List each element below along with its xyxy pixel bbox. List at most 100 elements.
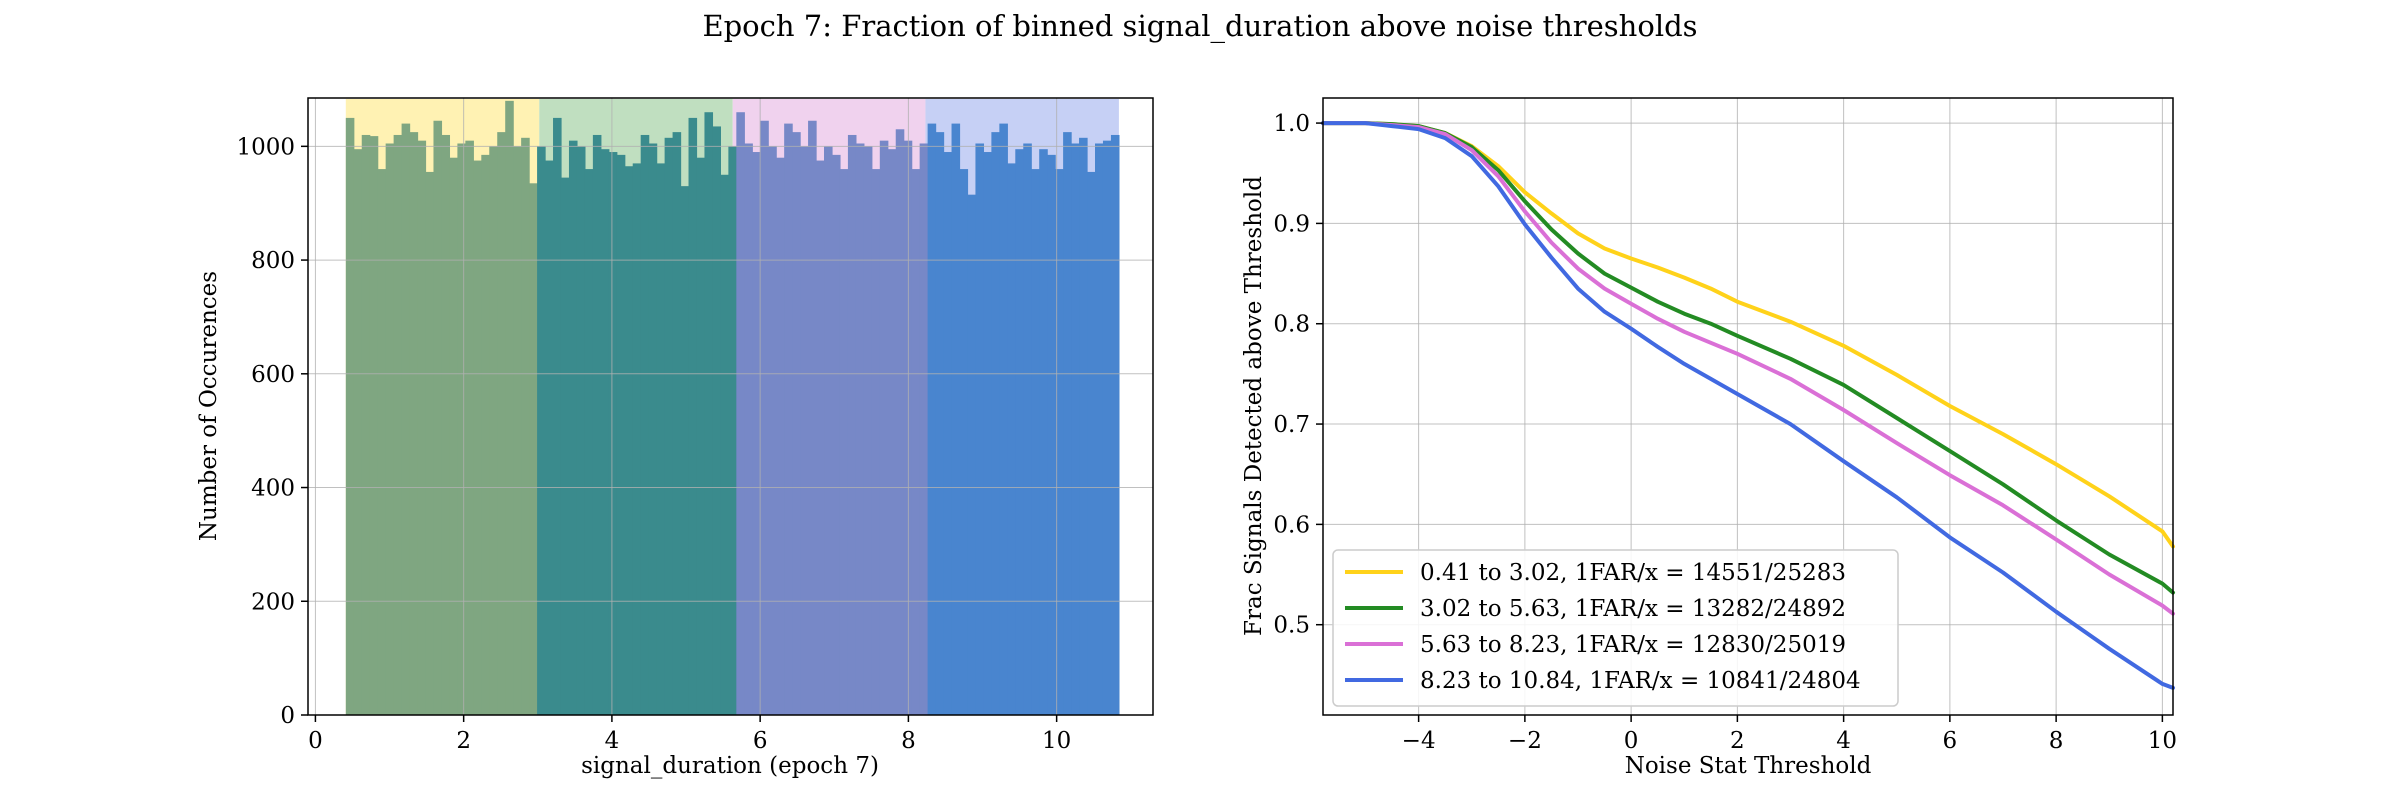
histogram-bar bbox=[728, 146, 737, 715]
legend: 0.41 to 3.02, 1FAR/x = 14551/25283 3.02 … bbox=[1332, 549, 1899, 707]
x-tick-label: 10 bbox=[1042, 728, 1071, 754]
histogram-bar bbox=[752, 152, 761, 715]
histogram-bar bbox=[975, 143, 985, 715]
detection-curve-panel: −4 −2 0 2 4 6 8 10 0.5 0.6 0.7 0.8 0.9 1.0 Noise Sta… bbox=[1241, 97, 2177, 779]
histogram-bar bbox=[704, 112, 714, 715]
legend-label-4: 8.23 to 10.84, 1FAR/x = 10841/24804 bbox=[1420, 668, 1861, 694]
histogram-bar bbox=[696, 157, 706, 716]
x-tick-label: −2 bbox=[1508, 728, 1542, 754]
line-chart-y-ticks: 0.5 0.6 0.7 0.8 0.9 1.0 bbox=[1273, 111, 1323, 639]
histogram-bar bbox=[425, 171, 435, 715]
histogram-bar bbox=[489, 146, 498, 715]
histogram-bar bbox=[1007, 163, 1016, 716]
x-tick-label: −4 bbox=[1402, 728, 1436, 754]
histogram-grid bbox=[308, 98, 1153, 716]
histogram-bar bbox=[385, 143, 395, 715]
histogram-bar bbox=[911, 169, 921, 715]
histogram-bar bbox=[648, 143, 658, 715]
histogram-bar bbox=[784, 123, 793, 716]
histogram-y-ticks: 0 200 400 600 800 1000 bbox=[236, 134, 308, 729]
histogram-bar bbox=[744, 143, 753, 715]
line-chart-y-axis-label: Frac Signals Detected above Threshold bbox=[1241, 176, 1267, 636]
histogram-bar bbox=[513, 146, 522, 715]
histogram-bar bbox=[433, 120, 443, 716]
histogram-bar bbox=[568, 140, 578, 715]
x-tick-label: 0 bbox=[308, 728, 323, 754]
histogram-bar bbox=[1063, 132, 1072, 715]
histogram-bar bbox=[584, 169, 594, 715]
y-tick-label: 0.5 bbox=[1273, 613, 1310, 639]
histogram-bar bbox=[417, 140, 427, 715]
histogram-bar bbox=[624, 166, 634, 715]
legend-label-3: 5.63 to 8.23, 1FAR/x = 12830/25019 bbox=[1420, 632, 1846, 658]
histogram-bar bbox=[943, 152, 953, 715]
histogram-bar bbox=[537, 146, 546, 715]
histogram-bar bbox=[377, 169, 387, 715]
histogram-bar bbox=[951, 123, 961, 716]
figure-title: Epoch 7: Fraction of binned signal_durat… bbox=[702, 9, 1697, 44]
x-tick-label: 0 bbox=[1624, 728, 1639, 754]
histogram-bar bbox=[529, 183, 538, 715]
histogram-bar bbox=[1110, 134, 1120, 715]
histogram-frame bbox=[307, 97, 1154, 716]
histogram-bar bbox=[1047, 154, 1056, 716]
histogram-bar bbox=[831, 154, 841, 716]
legend-box bbox=[1332, 549, 1899, 707]
x-tick-label: 2 bbox=[456, 728, 471, 754]
histogram-bar bbox=[592, 134, 602, 715]
x-tick-label: 8 bbox=[901, 728, 916, 754]
histogram-bar bbox=[656, 163, 666, 716]
histogram-bar bbox=[839, 169, 849, 715]
histogram-bar bbox=[1094, 143, 1104, 715]
histogram-bar bbox=[847, 134, 857, 715]
histogram-bar bbox=[792, 132, 801, 715]
histogram-bar bbox=[895, 129, 905, 716]
histogram-bar bbox=[768, 146, 777, 715]
histogram-bar bbox=[457, 143, 466, 715]
histogram-bar bbox=[800, 146, 809, 715]
legend-entry-1: 0.41 to 3.02, 1FAR/x = 14551/25283 bbox=[1345, 560, 1846, 586]
histogram-bar bbox=[345, 117, 355, 716]
histogram-bar bbox=[712, 126, 721, 716]
y-tick-label: 0 bbox=[280, 703, 295, 729]
histogram-bar bbox=[664, 137, 674, 715]
histogram-bars bbox=[345, 100, 1120, 716]
x-tick-label: 6 bbox=[753, 728, 768, 754]
histogram-x-axis-label: signal_duration (epoch 7) bbox=[581, 753, 879, 779]
histogram-bar bbox=[991, 132, 1000, 715]
histogram-bar bbox=[1079, 137, 1088, 715]
y-tick-label: 0.6 bbox=[1273, 512, 1310, 538]
histogram-bar bbox=[720, 174, 729, 715]
histogram-bar bbox=[505, 100, 514, 715]
histogram-bar bbox=[1023, 143, 1032, 715]
histogram-bar bbox=[1071, 143, 1080, 715]
histogram-bar bbox=[465, 140, 474, 715]
histogram-bar bbox=[497, 132, 506, 715]
x-tick-label: 8 bbox=[2049, 728, 2064, 754]
legend-entry-4: 8.23 to 10.84, 1FAR/x = 10841/24804 bbox=[1345, 668, 1861, 694]
line-chart-series bbox=[1321, 121, 2175, 690]
histogram-bar bbox=[553, 117, 562, 716]
histogram-bar bbox=[1039, 149, 1048, 716]
histogram-bar bbox=[1087, 171, 1096, 715]
legend-label-2: 3.02 to 5.63, 1FAR/x = 13282/24892 bbox=[1420, 596, 1846, 622]
histogram-bar bbox=[473, 160, 482, 716]
histogram-bar bbox=[560, 177, 570, 715]
histogram-bar bbox=[369, 136, 379, 715]
histogram-bar bbox=[776, 157, 785, 716]
histogram-bar bbox=[855, 143, 865, 715]
histogram-bar bbox=[545, 160, 554, 716]
histogram-bar bbox=[441, 134, 451, 715]
series-line-1 bbox=[1321, 121, 2175, 549]
histogram-bar bbox=[935, 132, 945, 715]
histogram-bar bbox=[967, 194, 977, 716]
series-line-4 bbox=[1321, 121, 2175, 690]
histogram-x-ticks: 0 2 4 6 8 10 bbox=[308, 715, 1071, 754]
x-tick-label: 6 bbox=[1943, 728, 1958, 754]
y-tick-label: 200 bbox=[251, 589, 295, 615]
x-tick-label: 4 bbox=[605, 728, 620, 754]
legend-entry-2: 3.02 to 5.63, 1FAR/x = 13282/24892 bbox=[1345, 596, 1846, 622]
histogram-y-axis-label: Number of Occurences bbox=[196, 271, 222, 541]
line-chart-x-ticks: −4 −2 0 2 4 6 8 10 bbox=[1402, 715, 2177, 754]
